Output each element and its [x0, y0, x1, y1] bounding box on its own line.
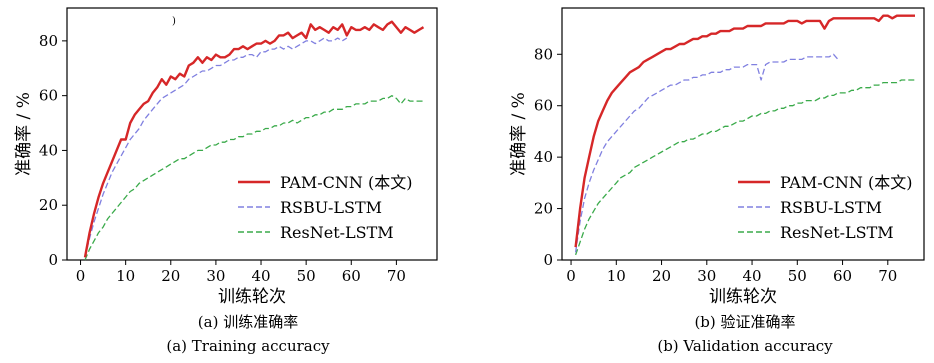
plot-frame — [66, 7, 438, 261]
y-tick-label: 60 — [39, 87, 58, 105]
legend-label: ResNet-LSTM — [280, 223, 394, 242]
x-tick-label: 50 — [788, 267, 807, 285]
stray-mark: ) — [172, 16, 176, 27]
caption-a-zh: (a) 训练准确率 — [197, 313, 299, 331]
series-line-resnet-lstm — [84, 95, 424, 261]
y-tick-label: 0 — [48, 251, 58, 269]
x-tick-label: 0 — [566, 267, 576, 285]
caption-a-en: (a) Training accuracy — [166, 337, 330, 355]
x-tick-label: 50 — [297, 267, 316, 285]
series-line-rsbu-lstm — [84, 37, 348, 258]
x-axis-label: 训练轮次 — [709, 287, 777, 307]
x-axis-label: 训练轮次 — [218, 287, 286, 307]
series-line-pam-cnn — [574, 14, 915, 248]
legend-label: RSBU-LSTM — [280, 198, 382, 217]
y-tick-label: 80 — [534, 45, 553, 63]
legend-label: PAM-CNN (本文) — [780, 173, 912, 192]
y-tick-label: 80 — [39, 32, 58, 50]
legend-label: PAM-CNN (本文) — [280, 173, 412, 192]
legend-label: ResNet-LSTM — [780, 223, 894, 242]
x-tick-label: 30 — [206, 267, 225, 285]
y-tick-label: 0 — [543, 251, 553, 269]
x-tick-label: 0 — [76, 267, 86, 285]
y-tick-label: 20 — [39, 196, 58, 214]
series-line-pam-cnn — [83, 20, 425, 258]
x-tick-label: 40 — [251, 267, 270, 285]
x-tick-label: 60 — [342, 267, 361, 285]
legend-label: RSBU-LSTM — [780, 198, 882, 217]
x-tick-label: 60 — [833, 267, 852, 285]
x-tick-label: 70 — [878, 267, 897, 285]
x-tick-label: 40 — [743, 267, 762, 285]
caption-b-zh: (b) 验证准确率 — [694, 313, 796, 331]
panel-training-accuracy: 0 10 20 30 40 50 60 70 0 20 40 60 80 训练轮次 准确率 / %) PAM-… — [14, 7, 438, 307]
x-tick-label: 30 — [697, 267, 716, 285]
plot-frame — [561, 7, 925, 261]
x-tick-label: 10 — [116, 267, 135, 285]
x-tick-label: 10 — [607, 267, 626, 285]
x-tick-label: 20 — [652, 267, 671, 285]
x-tick-label: 70 — [387, 267, 406, 285]
series-line-resnet-lstm — [574, 79, 915, 256]
series-line-rsbu-lstm — [574, 53, 839, 253]
y-tick-label: 40 — [39, 141, 58, 159]
panel-validation-accuracy: 0 10 20 30 40 50 60 70 0 20 40 60 80 训练轮次 准确率 / % PAM-C… — [509, 7, 925, 307]
x-tick-label: 20 — [161, 267, 180, 285]
y-axis-label: 准确率 / % — [14, 92, 34, 176]
y-tick-label: 40 — [534, 148, 553, 166]
y-axis-label: 准确率 / % — [509, 92, 529, 176]
y-tick-label: 20 — [534, 200, 553, 218]
caption-b-en: (b) Validation accuracy — [657, 337, 833, 355]
y-tick-label: 60 — [534, 97, 553, 115]
